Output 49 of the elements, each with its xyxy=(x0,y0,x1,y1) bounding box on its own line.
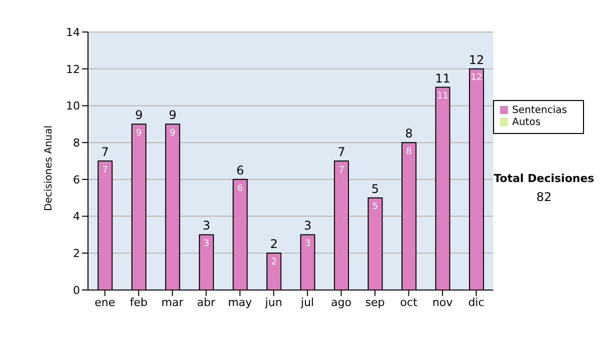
text: 82 xyxy=(535,190,553,204)
x-tick-label: sep xyxy=(365,296,385,309)
x-tick-label: ene xyxy=(94,296,116,309)
data-label: 2 xyxy=(271,258,277,268)
y-tick-label: 6 xyxy=(73,173,80,186)
y-axis-title: Decisiones Anual xyxy=(44,125,55,211)
total-label: 2 xyxy=(270,237,278,252)
legend-label: Autos xyxy=(512,117,541,128)
total-label: 5 xyxy=(371,182,380,196)
data-label: 11 xyxy=(437,92,448,102)
x-tick-label: jun xyxy=(264,296,282,309)
y-tick-label: 10 xyxy=(66,100,80,113)
total-label: 3 xyxy=(304,218,312,233)
y-tick-label: 8 xyxy=(73,136,80,150)
y-tick-label: 4 xyxy=(73,210,80,224)
y-tick-label: 0 xyxy=(73,284,80,297)
data-label: 3 xyxy=(204,239,210,250)
data-label: 3 xyxy=(304,239,311,250)
y-tick-label: 12 xyxy=(66,62,80,76)
total-label: 6 xyxy=(236,163,244,178)
x-tick-label: jul xyxy=(300,296,314,309)
x-tick-label: ago xyxy=(330,296,352,309)
x-tick-label: oct xyxy=(400,296,418,309)
data-label: 7 xyxy=(338,165,344,176)
x-tick-label: may xyxy=(228,296,252,309)
total-label: 9 xyxy=(168,108,176,122)
y-tick-label: 2 xyxy=(73,247,80,260)
total-label: 7 xyxy=(101,145,109,159)
total-label: 9 xyxy=(135,108,143,122)
data-label: 9 xyxy=(170,128,176,139)
x-tick-label: mar xyxy=(161,296,184,309)
y-tick-label: 14 xyxy=(66,26,80,39)
total-label: 11 xyxy=(435,71,450,86)
total-label: 7 xyxy=(338,145,346,159)
data-label: 12 xyxy=(470,73,482,84)
legend-label: Sentencias xyxy=(512,105,567,116)
total-label: 3 xyxy=(202,218,210,233)
total-label: 8 xyxy=(405,126,413,141)
data-label: 8 xyxy=(406,146,412,157)
text: Total Decisiones xyxy=(492,172,596,185)
data-label: 5 xyxy=(372,202,378,212)
x-tick-label: nov xyxy=(432,296,454,309)
x-tick-label: dic xyxy=(468,296,484,309)
data-label: 9 xyxy=(136,128,142,139)
data-label: 7 xyxy=(102,165,108,176)
data-label: 6 xyxy=(237,184,244,194)
x-tick-label: abr xyxy=(197,296,216,309)
x-tick-label: feb xyxy=(130,296,148,309)
total-label: 12 xyxy=(468,52,484,67)
